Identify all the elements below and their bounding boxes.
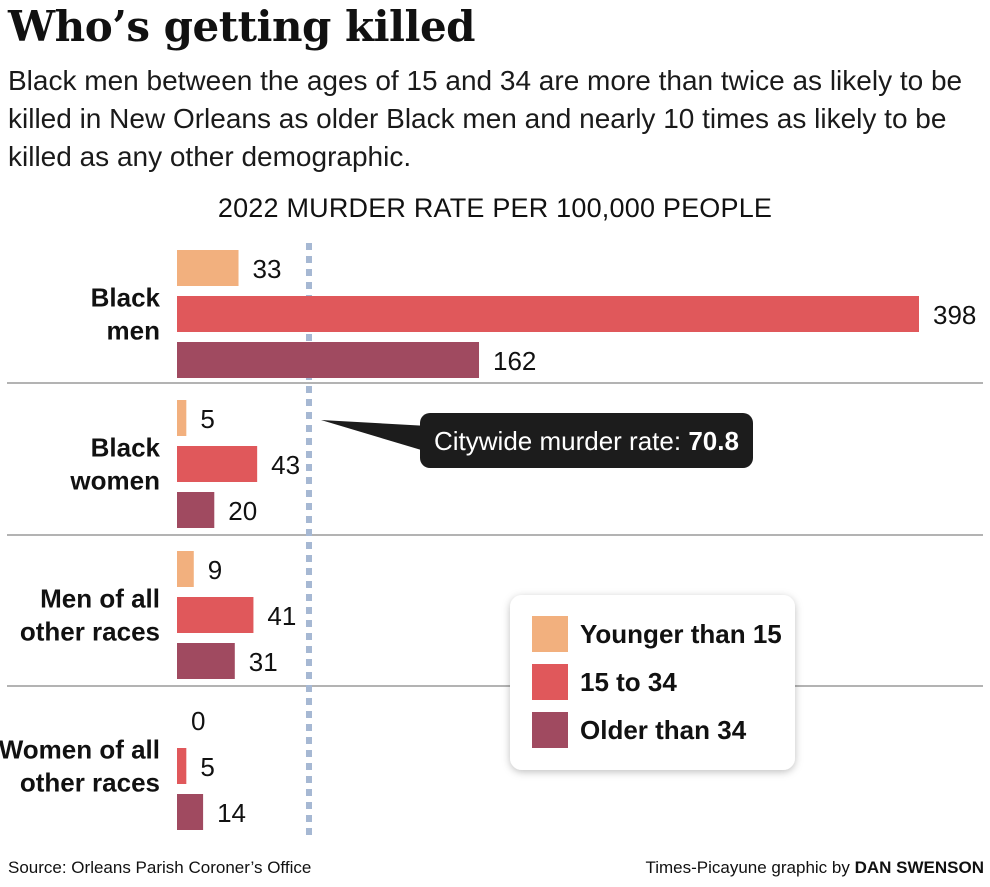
chart-title: Who’s getting killed (8, 2, 476, 51)
callout-pointer (320, 420, 428, 452)
bar-g1-s3 (177, 342, 480, 378)
data-label-g2-s2: 43 (271, 450, 300, 480)
bar-g3-s3 (177, 643, 235, 679)
callout-label: Citywide murder rate: (434, 426, 688, 456)
legend-box (510, 595, 795, 770)
data-label-g2-s3: 20 (228, 496, 257, 526)
legend-label-1: Younger than 15 (580, 619, 782, 649)
chart-subtitle: Black men between the ages of 15 and 34 … (8, 65, 963, 172)
legend-swatch-2 (532, 664, 568, 700)
data-label-g4-s3: 14 (217, 798, 246, 828)
data-label-g3-s3: 31 (249, 647, 278, 677)
bar-g1-s1 (177, 250, 239, 286)
data-label-g1-s2: 398 (933, 300, 976, 330)
data-label-g4-s1: 0 (191, 706, 205, 736)
source-note: Source: Orleans Parish Coroner’s Office (8, 858, 312, 877)
bar-g4-s2 (177, 748, 187, 784)
callout-text: Citywide murder rate: 70.8 (434, 426, 739, 456)
credit-prefix: Times-Picayune graphic by (645, 858, 850, 877)
bar-g1-s2 (177, 296, 919, 332)
legend-label-3: Older than 34 (580, 715, 747, 745)
category-label-4-line-2: other races (20, 768, 160, 798)
data-label-g3-s2: 41 (267, 601, 296, 631)
bar-g3-s1 (177, 551, 194, 587)
callout-value: 70.8 (688, 426, 739, 456)
legend-swatch-1 (532, 616, 568, 652)
chart-heading: 2022 MURDER RATE PER 100,000 PEOPLE (217, 193, 773, 223)
category-label-2-line-1: Black (91, 433, 161, 463)
data-label-g3-s1: 9 (208, 555, 222, 585)
bar-g2-s2 (177, 446, 258, 482)
bar-g4-s3 (177, 794, 204, 830)
data-label-g2-s1: 5 (200, 404, 214, 434)
data-label-g1-s1: 33 (253, 254, 282, 284)
category-label-3-line-1: Men of all (40, 584, 160, 614)
bar-g2-s1 (177, 400, 187, 436)
category-label-1-line-2: men (107, 316, 160, 346)
data-label-g1-s3: 162 (493, 346, 536, 376)
category-label-4-line-1: Women of all (0, 735, 160, 765)
bar-g2-s3 (177, 492, 215, 528)
bar-g3-s2 (177, 597, 254, 633)
callout-box (420, 413, 753, 468)
legend-swatch-3 (532, 712, 568, 748)
category-label-3-line-2: other races (20, 617, 160, 647)
credit-author: DAN SWENSON (854, 858, 984, 877)
legend-label-2: 15 to 34 (580, 667, 677, 697)
graphic-credit: Times-Picayune graphic by DAN SWENSON (645, 858, 984, 878)
data-label-g4-s2: 5 (200, 752, 214, 782)
category-label-2-line-2: women (69, 466, 160, 496)
category-label-1-line-1: Black (91, 283, 161, 313)
